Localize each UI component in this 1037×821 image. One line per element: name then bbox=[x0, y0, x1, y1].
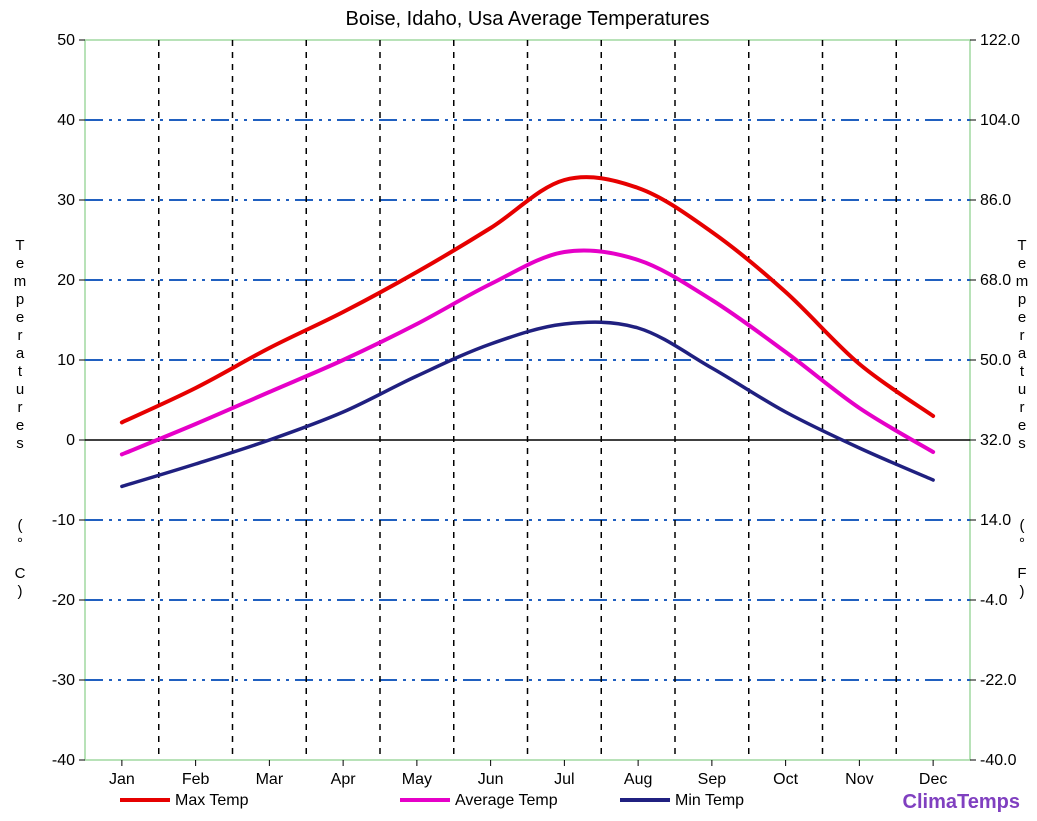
watermark: ClimaTemps bbox=[903, 791, 1020, 813]
svg-text:T: T bbox=[1017, 237, 1026, 254]
svg-text:s: s bbox=[16, 435, 24, 452]
svg-text:r: r bbox=[18, 399, 23, 416]
left-tick-label: 30 bbox=[57, 192, 75, 209]
legend-label: Min Temp bbox=[675, 792, 744, 809]
svg-text:T: T bbox=[15, 237, 24, 254]
svg-text:m: m bbox=[1016, 273, 1029, 290]
x-tick-label: Jun bbox=[478, 771, 504, 788]
svg-text:r: r bbox=[18, 327, 23, 344]
x-tick-label: Feb bbox=[182, 771, 210, 788]
y-right-unit: (° F) bbox=[1017, 517, 1026, 600]
svg-text:r: r bbox=[1020, 399, 1025, 416]
svg-text:e: e bbox=[16, 417, 24, 434]
right-tick-label: 50.0 bbox=[980, 352, 1011, 369]
svg-text:t: t bbox=[18, 363, 23, 380]
svg-text:u: u bbox=[1018, 381, 1026, 398]
right-tick-label: 104.0 bbox=[980, 112, 1020, 129]
left-tick-label: 10 bbox=[57, 352, 75, 369]
legend-label: Max Temp bbox=[175, 792, 249, 809]
x-tick-label: Nov bbox=[845, 771, 873, 788]
right-tick-label: 68.0 bbox=[980, 272, 1011, 289]
svg-text:C: C bbox=[15, 565, 26, 582]
svg-text:u: u bbox=[16, 381, 24, 398]
left-tick-label: -30 bbox=[52, 672, 75, 689]
svg-text:): ) bbox=[1020, 583, 1025, 600]
x-tick-label: May bbox=[402, 771, 432, 788]
svg-text:(: ( bbox=[1020, 517, 1025, 534]
y-right-label-word: Temperatures bbox=[1016, 237, 1029, 452]
right-tick-label: 86.0 bbox=[980, 192, 1011, 209]
svg-text:p: p bbox=[16, 291, 24, 308]
x-tick-label: Aug bbox=[624, 771, 652, 788]
x-tick-label: Dec bbox=[919, 771, 947, 788]
svg-text:(: ( bbox=[18, 517, 23, 534]
svg-text:°: ° bbox=[1019, 535, 1025, 552]
y-left-unit: (° C) bbox=[15, 517, 26, 600]
temperature-chart: -40 -30 -20 -10 0 10 20 30 40 50 -40.0 -22.0 -4.0 14.… bbox=[0, 0, 1037, 821]
right-tick-label: -4.0 bbox=[980, 592, 1008, 609]
chart-title: Boise, Idaho, Usa Average Temperatures bbox=[346, 8, 710, 30]
x-tick-label: Jul bbox=[554, 771, 574, 788]
svg-text:): ) bbox=[18, 583, 23, 600]
x-tick-label: Oct bbox=[773, 771, 798, 788]
x-tick-label: Apr bbox=[331, 771, 357, 788]
x-tick-label: Mar bbox=[256, 771, 284, 788]
left-tick-label: -40 bbox=[52, 752, 75, 769]
chart-container: -40 -30 -20 -10 0 10 20 30 40 50 -40.0 -22.0 -4.0 14.… bbox=[0, 0, 1037, 821]
left-tick-label: 20 bbox=[57, 272, 75, 289]
svg-text:e: e bbox=[16, 255, 24, 272]
x-tick-label: Sep bbox=[698, 771, 727, 788]
svg-text:F: F bbox=[1017, 565, 1026, 582]
legend-label: Average Temp bbox=[455, 792, 558, 809]
right-tick-label: 32.0 bbox=[980, 432, 1011, 449]
x-tick-label: Jan bbox=[109, 771, 135, 788]
svg-text:e: e bbox=[1018, 417, 1026, 434]
right-tick-label: 14.0 bbox=[980, 512, 1011, 529]
left-tick-label: -10 bbox=[52, 512, 75, 529]
svg-text:t: t bbox=[1020, 363, 1025, 380]
svg-text:a: a bbox=[1018, 345, 1027, 362]
left-tick-label: 50 bbox=[57, 32, 75, 49]
right-tick-label: 122.0 bbox=[980, 32, 1020, 49]
y-left-label-word: Temperatures bbox=[14, 237, 27, 452]
svg-text:p: p bbox=[1018, 291, 1026, 308]
right-tick-label: -22.0 bbox=[980, 672, 1017, 689]
svg-text:r: r bbox=[1020, 327, 1025, 344]
svg-text:s: s bbox=[1018, 435, 1026, 452]
svg-text:e: e bbox=[16, 309, 24, 326]
svg-text:e: e bbox=[1018, 255, 1026, 272]
svg-text:a: a bbox=[16, 345, 25, 362]
left-tick-label: 40 bbox=[57, 112, 75, 129]
left-tick-label: -20 bbox=[52, 592, 75, 609]
svg-text:m: m bbox=[14, 273, 27, 290]
right-tick-label: -40.0 bbox=[980, 752, 1017, 769]
left-tick-label: 0 bbox=[66, 432, 75, 449]
svg-text:°: ° bbox=[17, 535, 23, 552]
svg-text:e: e bbox=[1018, 309, 1026, 326]
